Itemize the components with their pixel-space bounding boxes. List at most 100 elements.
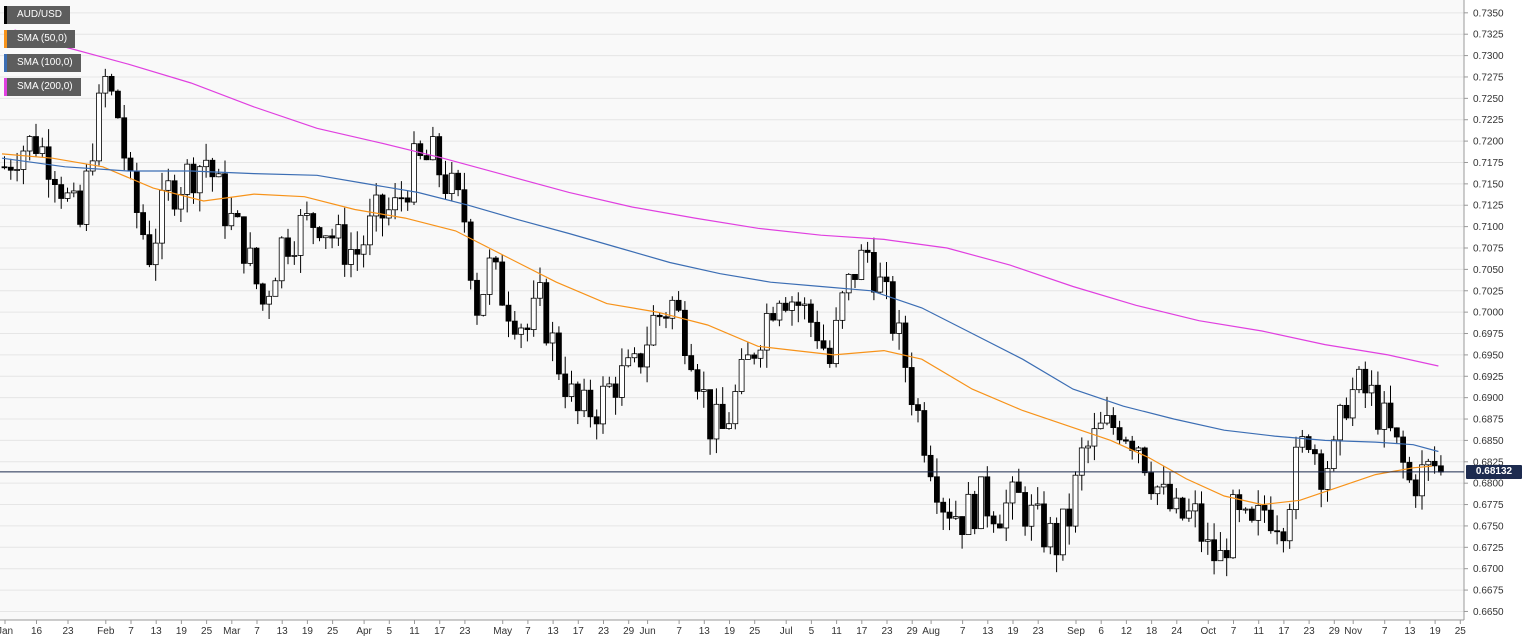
- candle-bullish: [480, 294, 487, 316]
- candle-bearish: [259, 283, 266, 305]
- candle-bullish: [70, 190, 77, 194]
- candle-bearish: [467, 221, 474, 281]
- x-tick-label: 19: [1007, 626, 1019, 637]
- candle-bearish: [871, 252, 877, 293]
- candle-bearish: [511, 320, 518, 335]
- candle-bullish: [669, 299, 676, 319]
- x-tick-label: 23: [459, 626, 471, 637]
- candle-bearish: [1041, 503, 1047, 548]
- x-tick-label: 11: [1254, 626, 1265, 637]
- y-tick-label: 0.6650: [1473, 607, 1504, 618]
- candle-bearish: [707, 389, 713, 440]
- candle-bullish: [215, 173, 222, 178]
- candle-bullish: [1217, 550, 1224, 562]
- candle-bearish: [140, 212, 147, 236]
- candle-bearish: [240, 216, 247, 264]
- candle-bearish: [808, 303, 814, 323]
- candle-bullish: [348, 249, 354, 265]
- candle-bearish: [1110, 415, 1117, 429]
- candle-bullish: [83, 170, 90, 225]
- candle-bullish: [1072, 474, 1079, 527]
- candle-bearish: [1400, 436, 1406, 463]
- x-tick-label: 17: [434, 626, 446, 637]
- candle-bearish: [1211, 539, 1217, 562]
- candle-bullish: [537, 282, 543, 299]
- x-tick-label: 7: [1382, 626, 1388, 637]
- candle-bearish: [889, 281, 896, 334]
- candle-bearish: [1393, 427, 1400, 438]
- x-tick-label: Jul: [780, 626, 793, 637]
- x-axis-ticks: Jan 16 23 Feb 7 13 19 25 Mar 7 13 19 25 Apr 5 11 17 23 May…: [0, 620, 1466, 637]
- y-tick-label: 0.6675: [1473, 586, 1504, 597]
- candle-bullish: [1034, 503, 1041, 506]
- candle-bullish: [549, 332, 556, 344]
- candle-bearish: [1141, 447, 1148, 474]
- y-tick-label: 0.7275: [1473, 72, 1504, 83]
- candle-bearish: [637, 353, 644, 368]
- candle-bearish: [253, 247, 260, 285]
- candle-bearish: [971, 493, 978, 530]
- candle-bullish: [801, 303, 808, 306]
- x-tick-label: 17: [856, 626, 868, 637]
- x-tick-label: 23: [62, 626, 74, 637]
- candle-bearish: [1431, 460, 1438, 467]
- candle-bullish: [644, 344, 650, 368]
- candle-bearish: [682, 309, 688, 357]
- candle-bullish: [1135, 447, 1142, 451]
- y-tick-label: 0.7325: [1473, 30, 1504, 41]
- candle-bullish: [713, 403, 720, 440]
- candle-bearish: [927, 454, 934, 478]
- y-tick-label: 0.7025: [1473, 286, 1504, 297]
- candle-bearish: [694, 369, 701, 392]
- candle-bullish: [1204, 539, 1211, 542]
- candle-bullish: [39, 146, 46, 154]
- candle-bearish: [543, 282, 550, 344]
- candle-bullish: [1047, 522, 1054, 548]
- x-tick-label: 19: [302, 626, 314, 637]
- x-tick-label: 19: [724, 626, 736, 637]
- candle-bearish: [108, 75, 115, 92]
- candle-bullish: [1419, 464, 1425, 497]
- candle-bullish: [1078, 447, 1085, 476]
- candle-bearish: [7, 166, 14, 171]
- y-tick-label: 0.7100: [1473, 222, 1504, 233]
- candle-bullish: [1381, 402, 1388, 430]
- candle-bearish: [990, 515, 997, 525]
- current-price-badge: 0.68132: [1466, 464, 1522, 479]
- candle-bearish: [1198, 503, 1205, 542]
- y-tick-label: 0.7075: [1473, 244, 1504, 255]
- candle-bullish: [619, 365, 625, 398]
- candle-bullish: [1104, 415, 1110, 424]
- candle-bullish: [228, 212, 235, 227]
- sma-100-line: [1, 157, 1439, 453]
- candle-bearish: [1261, 505, 1268, 511]
- x-tick-label: 13: [982, 626, 994, 637]
- candle-bearish: [354, 249, 361, 255]
- x-tick-label: Sep: [1067, 626, 1085, 637]
- candle-bullish: [385, 209, 392, 219]
- candle-bullish: [1324, 468, 1331, 490]
- x-tick-label: 23: [598, 626, 610, 637]
- candle-bearish: [1274, 530, 1280, 533]
- candle-bullish: [1337, 404, 1343, 441]
- candle-bullish: [1085, 445, 1091, 449]
- candle-bearish: [782, 302, 789, 311]
- y-tick-label: 0.6975: [1473, 329, 1504, 340]
- candle-bullish: [763, 313, 770, 351]
- y-tick-label: 0.7175: [1473, 158, 1504, 169]
- x-tick-label: May: [493, 626, 512, 637]
- candle-bearish: [940, 501, 947, 513]
- candle-bullish: [896, 322, 902, 334]
- candle-bullish: [102, 75, 109, 94]
- candle-bearish: [133, 170, 140, 213]
- candle-bearish: [997, 523, 1003, 529]
- candle-bullish: [1173, 497, 1180, 510]
- candle-bearish: [574, 383, 581, 412]
- candle-bullish: [360, 244, 367, 255]
- candle-bullish: [1097, 422, 1104, 430]
- candle-bearish: [398, 197, 405, 200]
- candle-bullish: [965, 493, 972, 536]
- plot-area: [0, 0, 1464, 620]
- candle-bearish: [1406, 461, 1413, 481]
